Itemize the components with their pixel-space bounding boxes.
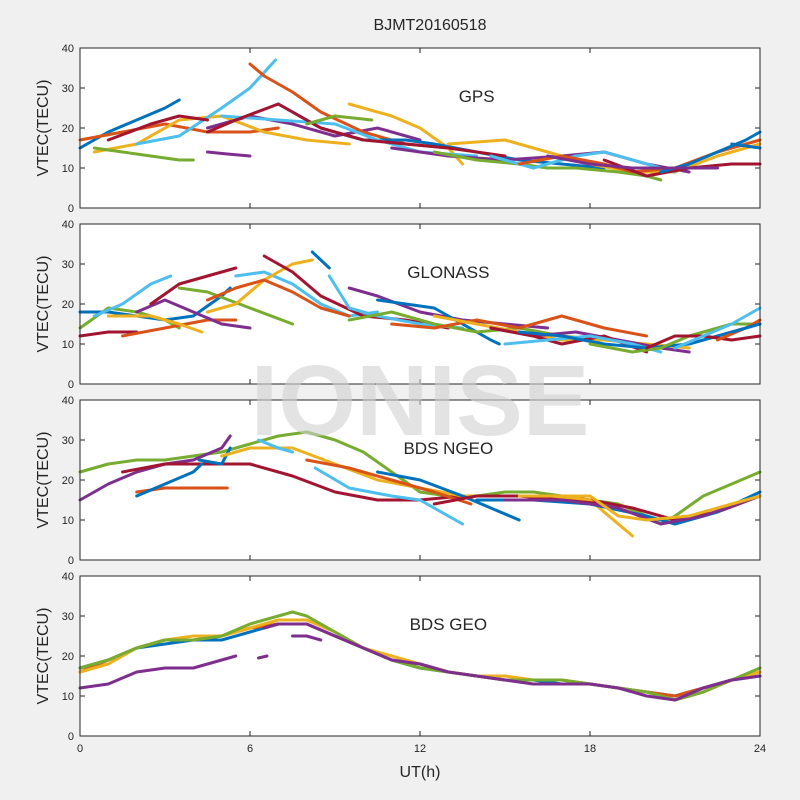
series-line-5: [78, 654, 238, 690]
series-line-4: [121, 318, 238, 338]
series-line-6: [135, 298, 252, 330]
series-line-14: [503, 494, 762, 526]
series-line-21: [546, 154, 719, 170]
series-line-7: [291, 634, 323, 642]
x-tick-label: 18: [584, 743, 596, 755]
series-line-13: [310, 250, 331, 270]
series-line-24: [588, 322, 762, 354]
y-tick-label: 30: [62, 259, 74, 271]
watermark-text: IONISE: [251, 345, 590, 457]
plot-border: [79, 575, 761, 737]
series-line-4: [262, 622, 762, 702]
y-tick-label: 40: [62, 219, 74, 231]
x-tick-label: 24: [754, 743, 766, 755]
y-tick-label: 10: [62, 339, 74, 351]
series-line-13: [305, 114, 374, 126]
series-line-2: [78, 330, 139, 338]
plot-border: [79, 223, 761, 385]
series-line-3: [78, 610, 762, 702]
y-tick-label: 10: [62, 691, 74, 703]
series-line-7: [206, 150, 252, 158]
series-line-3: [121, 462, 762, 522]
series-line-5: [135, 462, 204, 498]
series-line-15: [517, 494, 762, 522]
series-line-9: [234, 270, 379, 318]
y-tick-label: 10: [62, 163, 74, 175]
y-tick-label: 0: [68, 379, 74, 391]
series-line-12: [206, 102, 507, 158]
y-axis-label: VTEC(TECU): [35, 256, 52, 353]
figure-title: BJMT20160518: [374, 17, 487, 34]
subplot-3: 0 10 20 30 40 0 6 12 18 24 BDS GEO VTEC(TECU) UT(h): [35, 571, 766, 781]
series-line-7: [149, 266, 238, 306]
series-line-23: [517, 330, 734, 350]
subplot-1: 0 10 20 30 40 GLONASS VTEC(TECU): [35, 219, 762, 391]
panel-label: BDS GEO: [410, 615, 487, 634]
series-line-6: [257, 654, 269, 660]
series-line-5: [106, 314, 204, 334]
y-axis-label: VTEC(TECU): [35, 432, 52, 529]
plot-area: [79, 575, 761, 737]
series-line-6: [106, 114, 209, 142]
series-line-10: [313, 466, 464, 526]
plot-border: [79, 47, 761, 209]
y-tick-label: 20: [62, 475, 74, 487]
series-line-1: [78, 122, 280, 142]
series-line-8: [257, 438, 294, 454]
y-tick-label: 20: [62, 123, 74, 135]
y-tick-label: 10: [62, 515, 74, 527]
subplot-stack: 0 10 20 30 40 GPS VTEC(TECU) 0 10 20 30 40 GLONASS VT…: [35, 43, 766, 781]
series-line-11: [206, 278, 351, 318]
y-tick-label: 0: [68, 203, 74, 215]
subplot-0: 0 10 20 30 40 GPS VTEC(TECU): [35, 43, 762, 215]
series-line-28: [730, 322, 762, 334]
series-line-11: [376, 470, 521, 522]
y-tick-label: 0: [68, 731, 74, 743]
panel-label: GLONASS: [407, 263, 489, 282]
series-line-3: [92, 274, 173, 318]
series-line-22: [730, 142, 762, 150]
panel-label: GPS: [459, 87, 495, 106]
plot-area: [79, 223, 761, 385]
x-tick-label: 12: [414, 743, 426, 755]
subplot-2: 0 10 20 30 40 BDS NGEO VTEC(TECU): [35, 395, 762, 567]
y-axis-label: VTEC(TECU): [35, 80, 52, 177]
y-axis-label: VTEC(TECU): [35, 608, 52, 705]
y-tick-label: 30: [62, 611, 74, 623]
y-tick-label: 20: [62, 299, 74, 311]
x-tick-label: 6: [247, 743, 253, 755]
series-line-8: [177, 286, 294, 326]
series-line-9: [305, 458, 473, 506]
series-line-17: [489, 150, 677, 174]
y-tick-label: 0: [68, 555, 74, 567]
y-tick-label: 30: [62, 83, 74, 95]
x-axis-label: UT(h): [400, 764, 441, 781]
series-line-26: [673, 306, 762, 350]
y-tick-label: 30: [62, 435, 74, 447]
y-tick-label: 20: [62, 651, 74, 663]
series-line-18: [390, 314, 649, 338]
y-tick-label: 40: [62, 571, 74, 583]
y-tick-label: 40: [62, 395, 74, 407]
series-line-4: [92, 146, 195, 162]
series-line-5: [135, 58, 277, 146]
y-tick-label: 40: [62, 43, 74, 55]
x-tick-label: 0: [77, 743, 83, 755]
plot-border: [79, 399, 761, 561]
panel-label: BDS NGEO: [403, 439, 493, 458]
series-line-15: [446, 138, 762, 174]
series-line-16: [376, 298, 501, 346]
